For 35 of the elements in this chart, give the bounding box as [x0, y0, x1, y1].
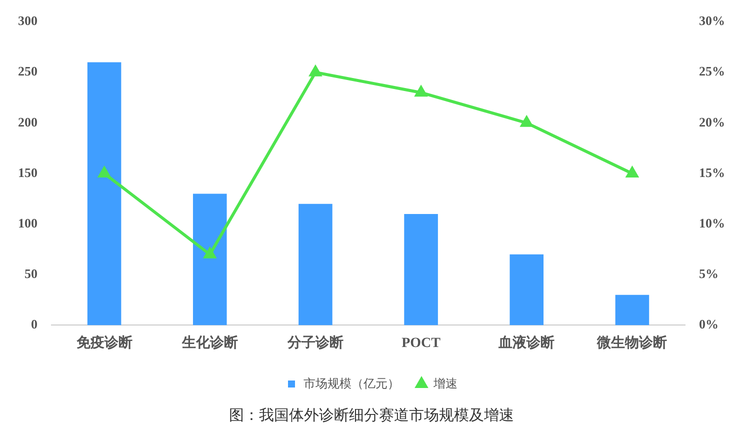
y-tick-label: 300: [18, 13, 38, 28]
bar: [192, 194, 227, 326]
y2-tick-label: 30%: [699, 13, 725, 28]
y-tick-label: 0: [31, 316, 38, 332]
y2-tick-label: 10%: [699, 215, 725, 230]
point: [310, 66, 322, 76]
y2-tick-label: 25%: [699, 64, 725, 79]
legend-label: 增速: [432, 376, 458, 390]
y2-tick-label: 15%: [699, 164, 725, 180]
bar: [404, 214, 438, 326]
point: [415, 86, 427, 97]
x-tick-label: 血液诊断: [498, 334, 555, 352]
y2-tick-label: 20%: [699, 114, 725, 130]
y2-tick-label: 5%: [699, 266, 718, 281]
y-tick-label: 250: [18, 64, 38, 79]
point: [204, 248, 216, 258]
bar: [298, 204, 332, 326]
bar: [87, 62, 122, 326]
text: 图：我国体外诊断细分赛道市场规模及增速: [228, 406, 515, 425]
point: [626, 167, 638, 178]
y-tick-label: 50: [24, 266, 38, 281]
x-tick-label: 生化诊断: [180, 335, 238, 352]
point: [520, 116, 532, 127]
y-tick-label: 200: [18, 114, 38, 130]
legend-label: 市场规模（亿元）: [304, 376, 400, 390]
y2-tick-label: 0%: [699, 316, 718, 332]
bar: [615, 294, 650, 326]
y-tick-label: 150: [18, 164, 38, 180]
y-tick-label: 100: [18, 215, 38, 230]
point: [98, 167, 110, 178]
bar: [510, 254, 544, 326]
x-tick-label: 微生物诊断: [596, 335, 668, 352]
x-tick-label: 分子诊断: [286, 335, 344, 352]
x-tick-label: 免疫诊断: [75, 334, 132, 352]
x-tick-label: POCT: [402, 336, 442, 352]
